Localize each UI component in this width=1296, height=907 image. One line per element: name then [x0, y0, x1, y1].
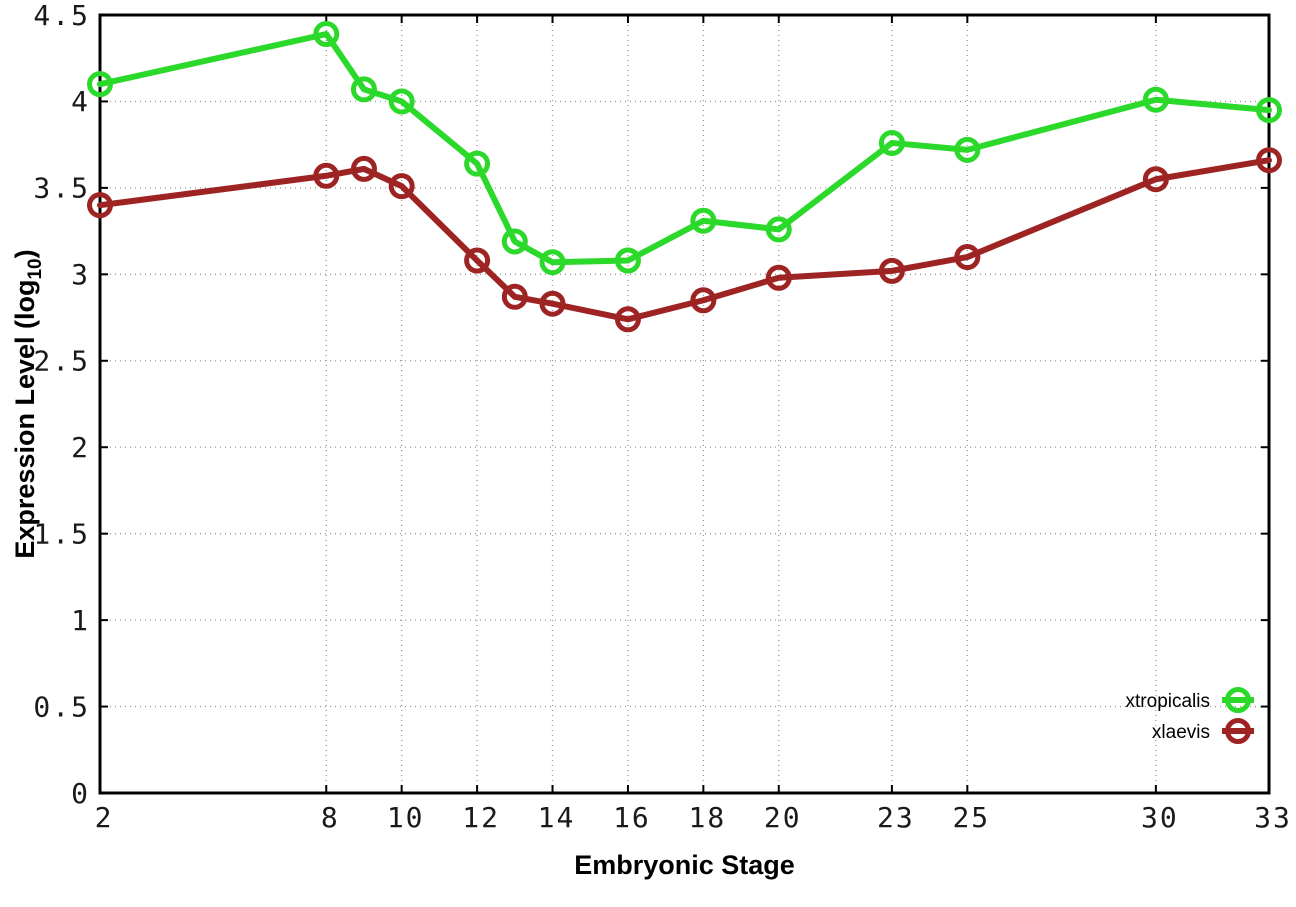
- series-xlaevis-point: [313, 162, 340, 189]
- y-tick-label: 4.5: [33, 0, 90, 32]
- series-xlaevis-point: [954, 244, 981, 271]
- series-xlaevis-line: [97, 157, 1272, 323]
- x-tick-label: 33: [1254, 801, 1292, 834]
- x-tick-label: 18: [688, 801, 726, 834]
- y-tick-label: 0: [71, 777, 90, 810]
- x-tick-label: 23: [877, 801, 915, 834]
- series-xtropicalis-point: [87, 71, 113, 98]
- series-xlaevis-point: [539, 290, 566, 317]
- series-xtropicalis-point: [954, 136, 981, 163]
- series-xlaevis-point: [501, 283, 528, 310]
- x-tick-label: 30: [1141, 801, 1179, 834]
- x-tick-label: 20: [764, 801, 802, 834]
- series-xtropicalis-point: [1256, 97, 1282, 124]
- x-tick-label: 14: [538, 801, 576, 834]
- series-xlaevis-point: [388, 173, 415, 200]
- y-tick-label: 3: [71, 258, 90, 291]
- series-xtropicalis-point: [614, 247, 641, 274]
- x-tick-label: 10: [387, 801, 425, 834]
- series-xlaevis-point: [614, 306, 641, 333]
- series-xlaevis-point: [1256, 147, 1282, 174]
- series-xtropicalis-line: [97, 31, 1272, 266]
- x-tick-label: 12: [462, 801, 500, 834]
- series-xlaevis-point: [878, 257, 905, 284]
- series-xtropicalis: [87, 21, 1282, 276]
- series-xtropicalis-point: [765, 216, 792, 243]
- y-tick-label: 3.5: [33, 172, 90, 205]
- x-tick-label: 25: [952, 801, 990, 834]
- x-tick-label: 16: [613, 801, 651, 834]
- y-tick-label: 2: [71, 431, 90, 464]
- series-xlaevis-point: [1142, 166, 1169, 193]
- y-tick-label: 2.5: [33, 345, 90, 378]
- y-tick-label: 1.5: [33, 517, 90, 550]
- plot-frame: [98, 13, 1271, 795]
- legend-item-xlaevis: xlaevis: [1152, 718, 1254, 744]
- series-xtropicalis-point: [878, 129, 905, 156]
- series-xlaevis-point: [690, 287, 717, 314]
- x-tick-label: 2: [95, 801, 114, 834]
- y-tick-label: 1: [71, 604, 90, 637]
- gridlines: [99, 14, 1270, 794]
- series-xtropicalis-point: [388, 88, 415, 115]
- legend-marker-icon: [1225, 687, 1251, 713]
- legend-label: xlaevis: [1152, 722, 1210, 743]
- x-tick-label: 8: [321, 801, 340, 834]
- series-xtropicalis-point: [501, 228, 528, 255]
- series-xlaevis-point: [765, 264, 792, 291]
- y-tick-label: 4: [71, 85, 90, 118]
- series-xtropicalis-point: [464, 150, 491, 177]
- legend-marker-icon: [1225, 718, 1251, 744]
- series-xlaevis-point: [464, 247, 491, 274]
- x-axis-label: Embryonic Stage: [574, 850, 795, 880]
- y-tick-label: 0.5: [33, 690, 90, 723]
- series-xtropicalis-point: [1142, 86, 1169, 113]
- series-xlaevis: [87, 147, 1282, 333]
- series-xtropicalis-point: [539, 249, 566, 276]
- series-xtropicalis-point: [350, 76, 377, 103]
- series-xlaevis-point: [350, 155, 377, 182]
- tick-marks: [99, 14, 1270, 794]
- tick-labels: 0 0.5 1 1.5 2 2.5 3 3.5 4 4.5 2 8 10 12 14 16 18 20 23 25 30…: [33, 0, 1292, 834]
- series-xlaevis-point: [87, 192, 113, 219]
- series-xtropicalis-point: [313, 21, 340, 48]
- y-axis-label: Expression Level (log10): [10, 249, 46, 558]
- series-xtropicalis-point: [690, 207, 717, 234]
- legend: xtropicalis xlaevis: [1126, 687, 1254, 744]
- legend-item-xtropicalis: xtropicalis: [1126, 687, 1254, 713]
- legend-label: xtropicalis: [1126, 691, 1210, 712]
